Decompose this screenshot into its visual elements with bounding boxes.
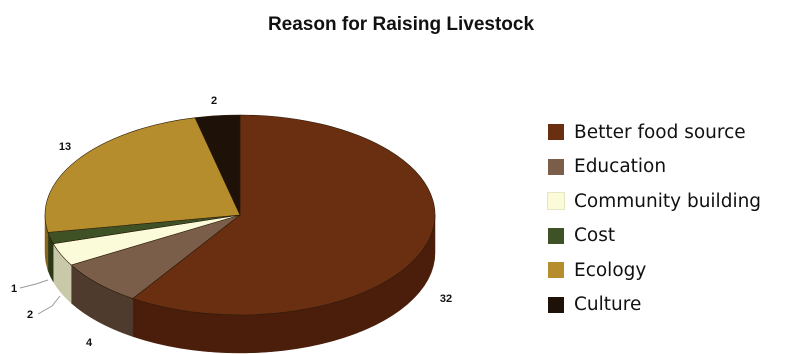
chart-title: Reason for Raising Livestock: [267, 14, 535, 35]
pie-slice-culture: [194, 114, 241, 216]
data-label-better-food-source: 32: [440, 293, 452, 305]
legend-swatch: [547, 192, 565, 211]
leader-line: [37, 295, 61, 315]
legend-label: Community building: [574, 190, 762, 212]
legend-label: Cost: [574, 225, 616, 247]
legend-swatch: [548, 124, 564, 141]
data-label-culture: 2: [211, 95, 217, 107]
legend-swatch: [548, 262, 564, 279]
legend-item: Education: [548, 150, 802, 185]
legend-item: Culture: [548, 288, 802, 323]
legend-item: Community building: [547, 184, 802, 219]
legend-item: Cost: [548, 219, 802, 254]
legend-swatch: [548, 227, 564, 244]
legend-item: Better food source: [548, 115, 802, 150]
data-label-ecology: 13: [59, 141, 71, 153]
data-label-education: 4: [86, 337, 93, 349]
legend-label: Education: [574, 156, 667, 178]
legend-label: Better food source: [574, 121, 746, 143]
legend-item: Ecology: [548, 253, 802, 288]
legend: Better food source Education Community bui…: [547, 115, 802, 323]
pie-slice-better-food-source: [132, 114, 436, 316]
legend-label: Ecology: [574, 259, 647, 281]
legend-label: Culture: [574, 294, 642, 316]
pie-slice-ecology: [44, 117, 241, 233]
data-label-community-building: 2: [27, 309, 33, 321]
leader-line: [19, 279, 49, 289]
data-label-cost: 1: [11, 283, 17, 295]
legend-swatch: [548, 296, 564, 313]
legend-swatch: [548, 158, 564, 175]
